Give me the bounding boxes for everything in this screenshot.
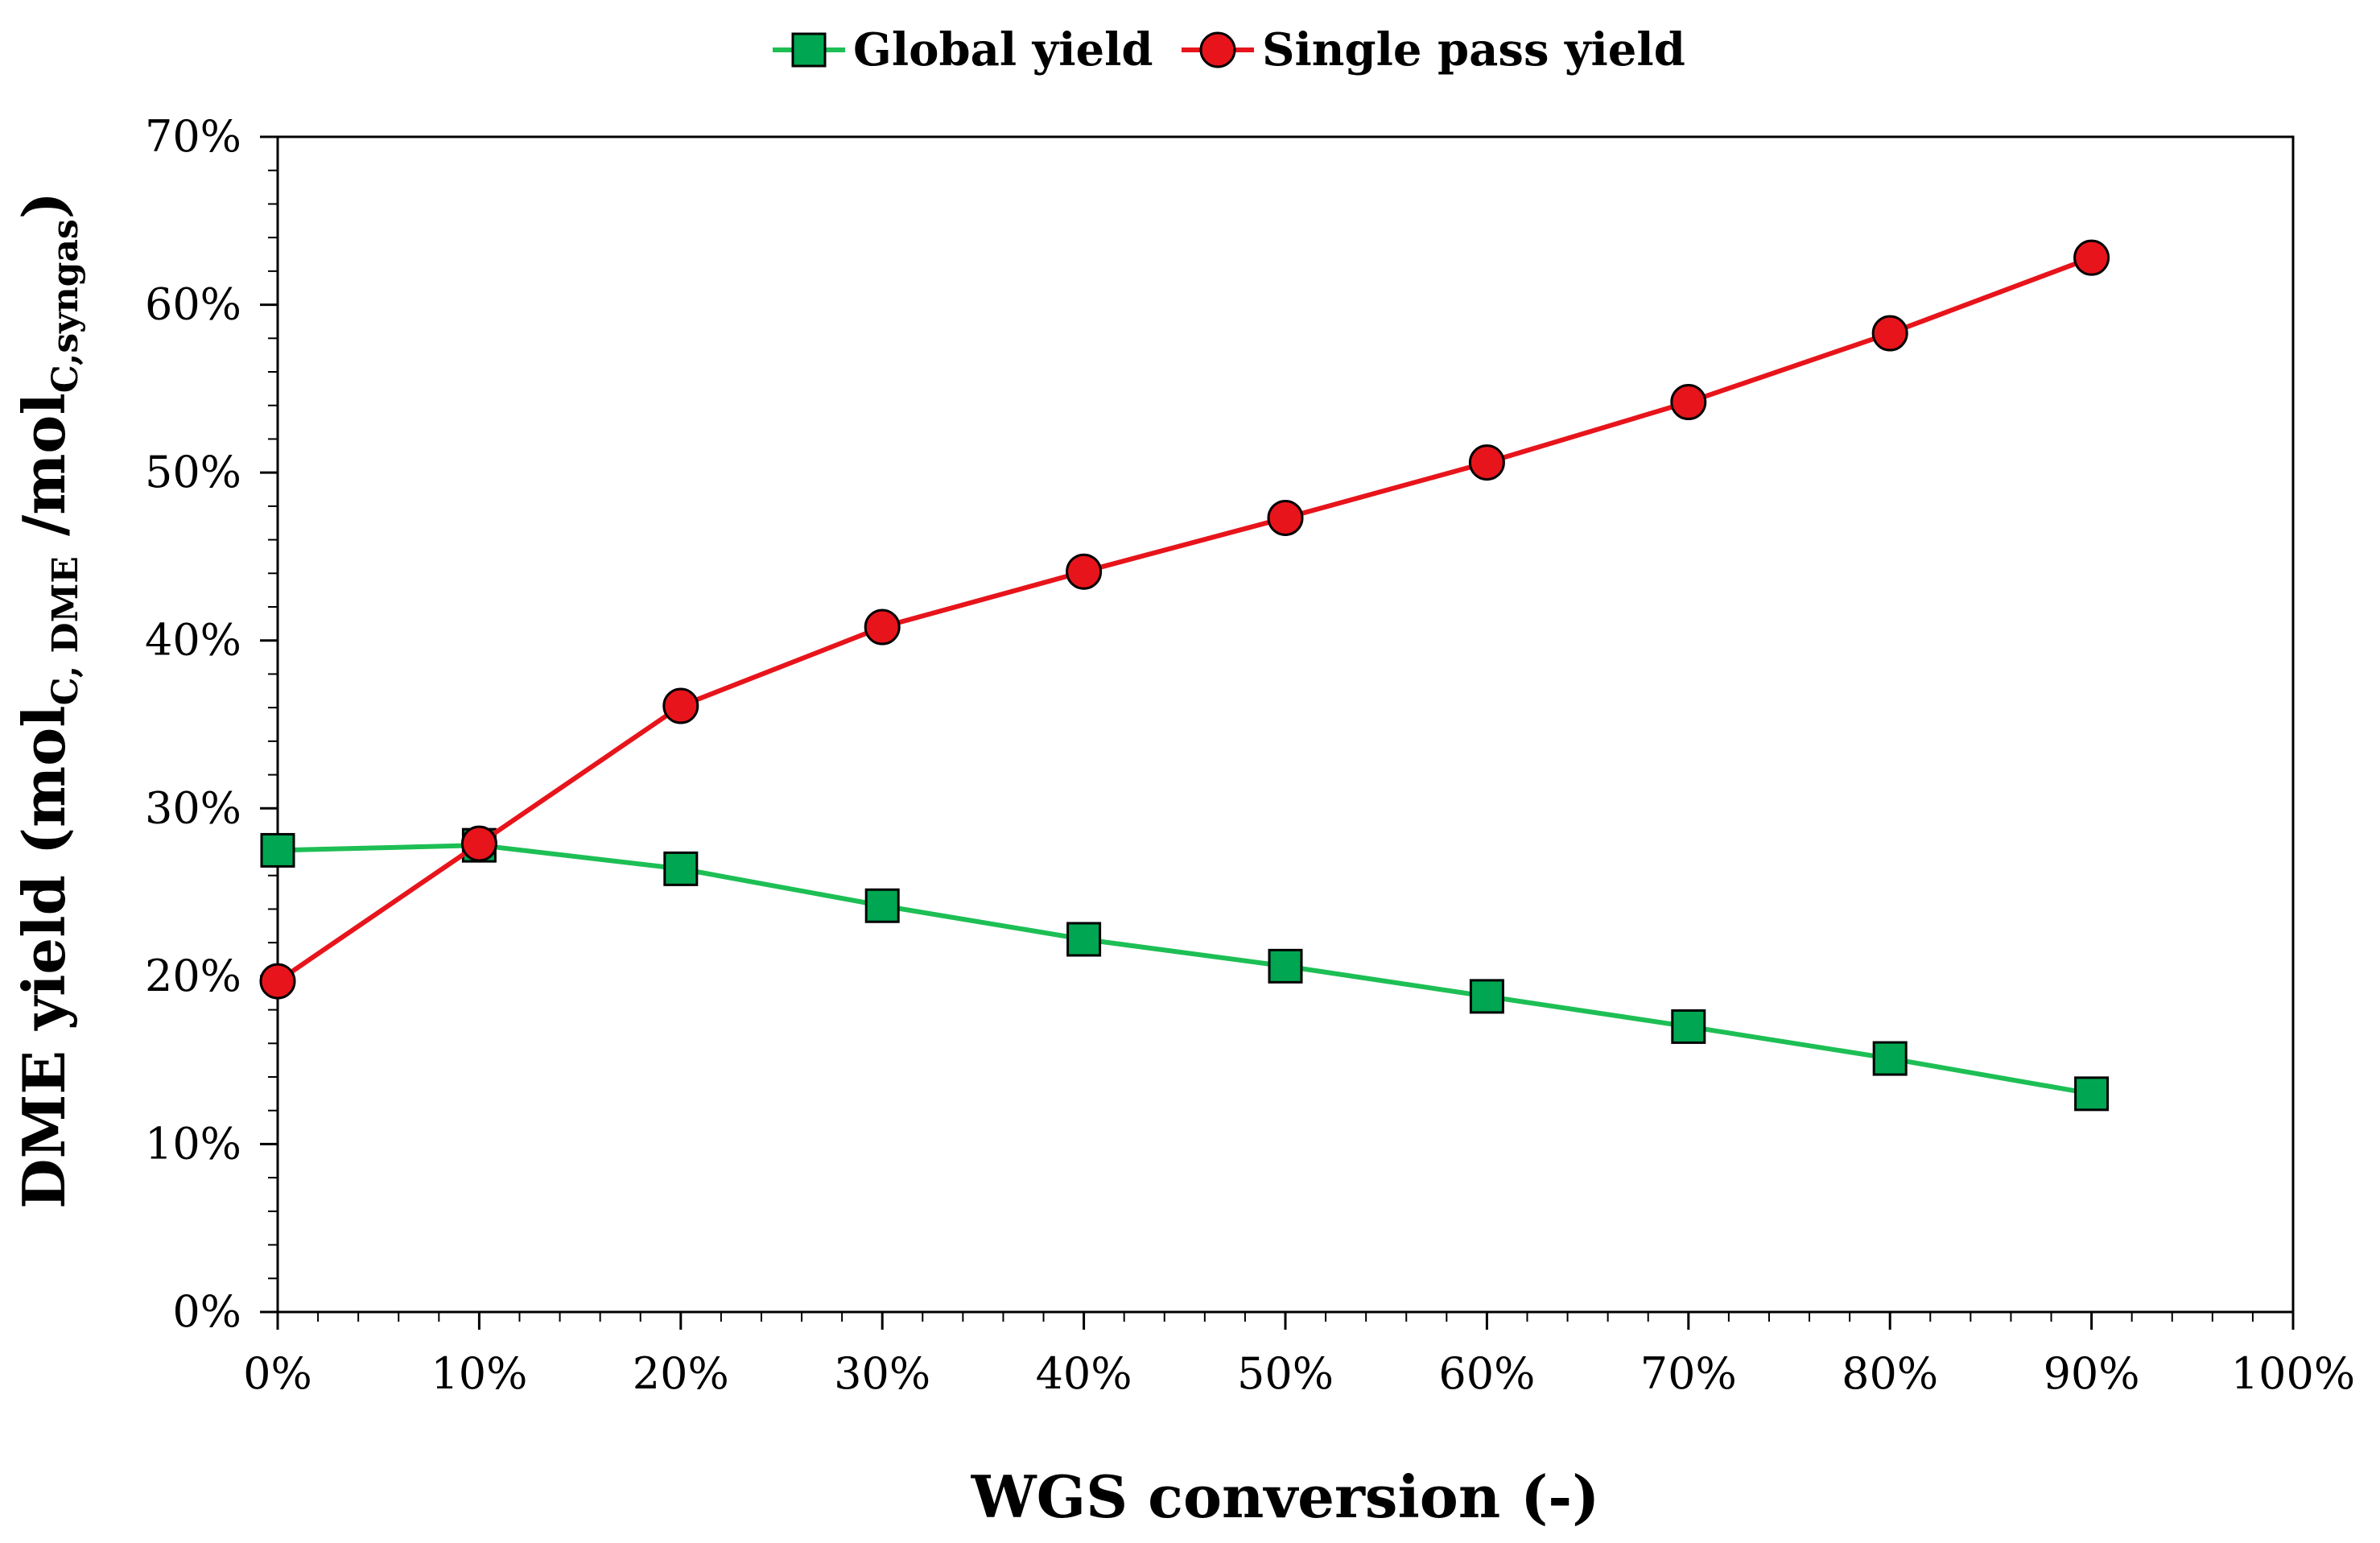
- y-axis-title-sub1: C, DME: [45, 556, 86, 705]
- series-single-pass-yield: [259, 239, 2110, 1000]
- x-tick-label: 20%: [633, 1348, 729, 1399]
- data-point-circle: [1468, 444, 1505, 481]
- x-tick-label: 10%: [431, 1348, 527, 1399]
- y-tick-label: 0%: [172, 1286, 241, 1337]
- data-point-square: [1066, 922, 1102, 957]
- x-tick-label: 50%: [1237, 1348, 1334, 1399]
- y-tick-label: 30%: [145, 782, 241, 833]
- data-point-square: [1469, 979, 1504, 1014]
- x-tick-label: 90%: [2044, 1348, 2140, 1399]
- legend-marker-circle: [1199, 31, 1236, 68]
- y-tick-label: 60%: [145, 279, 241, 330]
- legend-item: Global yield: [773, 23, 1153, 76]
- series-line: [276, 255, 2093, 984]
- data-point-square: [2074, 1076, 2110, 1112]
- series-line: [277, 843, 2093, 1096]
- series-layer: [259, 239, 2110, 1112]
- legend: Global yield Single pass yield: [773, 23, 1685, 76]
- y-axis-title-suffix: ): [10, 192, 78, 219]
- y-tick-label: 20%: [145, 951, 241, 1001]
- legend-marker-square: [791, 32, 827, 68]
- data-point-circle: [1670, 384, 1707, 421]
- data-point-square: [864, 888, 900, 923]
- data-point-square: [1671, 1009, 1706, 1044]
- plot-area: [276, 135, 2295, 1314]
- x-axis-title: WGS conversion (-): [971, 1463, 1600, 1531]
- data-point-circle: [662, 687, 699, 724]
- y-tick-label: 40%: [145, 615, 241, 666]
- x-tick-label: 0%: [243, 1348, 312, 1399]
- x-tick-label: 40%: [1036, 1348, 1132, 1399]
- y-axis-title-mid: /mol: [10, 393, 78, 556]
- x-tick-label: 70%: [1640, 1348, 1737, 1399]
- data-point-square: [260, 832, 295, 868]
- legend-label: Single pass yield: [1262, 23, 1685, 76]
- legend-label: Global yield: [853, 23, 1153, 76]
- series-global-yield: [260, 827, 2110, 1112]
- data-point-circle: [460, 825, 497, 862]
- x-tick-label: 100%: [2231, 1348, 2355, 1399]
- y-tick-label: 70%: [145, 111, 241, 162]
- data-point-circle: [259, 963, 296, 1000]
- data-point-circle: [1066, 553, 1103, 590]
- x-tick-label: 30%: [834, 1348, 930, 1399]
- data-point-circle: [2073, 239, 2110, 276]
- data-point-circle: [1871, 315, 1908, 352]
- data-point-circle: [864, 609, 901, 646]
- data-point-square: [663, 851, 699, 886]
- y-axis-title-sub2: C,syngas: [45, 219, 86, 393]
- x-tick-label: 60%: [1438, 1348, 1535, 1399]
- y-tick-label: 50%: [145, 447, 241, 497]
- x-tick-label: 80%: [1842, 1348, 1938, 1399]
- legend-item: Single pass yield: [1182, 23, 1685, 76]
- axis-ticks: 0% 10% 20% 30% 40% 50% 60% 70% 80% 90% 100% 0% 10% 20…: [145, 111, 2355, 1399]
- y-axis-title: DME yield (molC, DME /molC,syngas): [10, 192, 86, 1209]
- data-point-square: [1268, 948, 1303, 984]
- data-point-square: [1872, 1041, 1908, 1076]
- y-tick-label: 10%: [145, 1118, 241, 1169]
- y-axis-title-prefix: DME yield (mol: [10, 705, 78, 1208]
- plot-frame: [276, 135, 2295, 1314]
- data-point-circle: [1267, 499, 1304, 536]
